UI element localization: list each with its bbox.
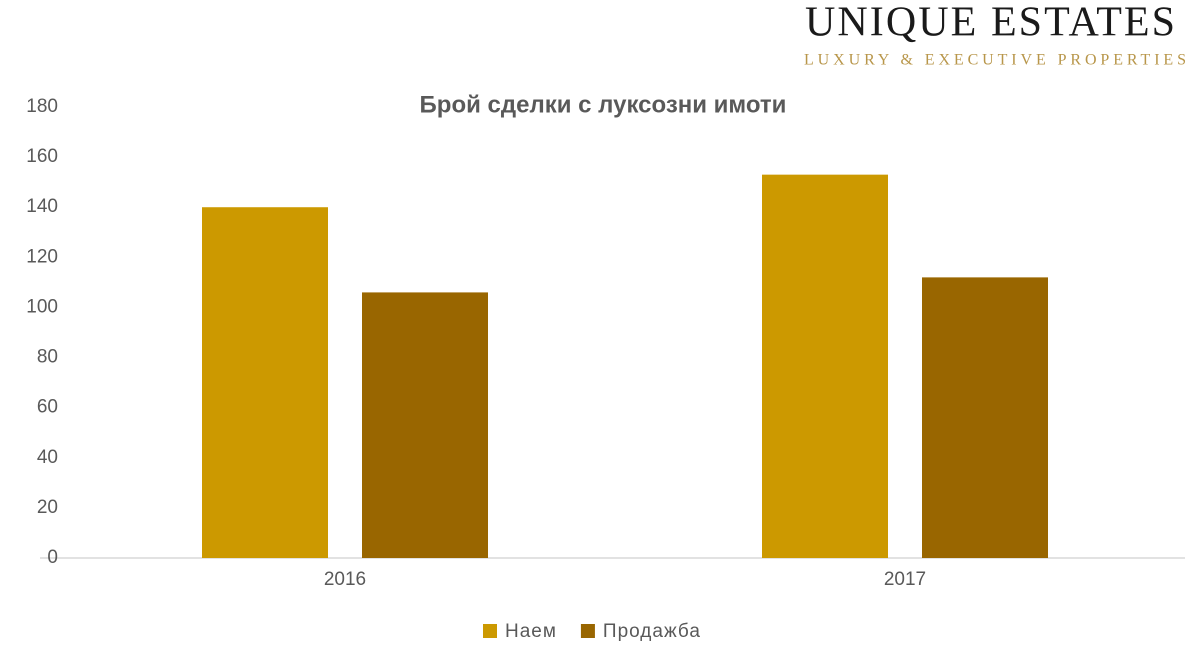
bar — [362, 292, 488, 558]
y-tick-label: 100 — [26, 296, 58, 317]
chart-title: Брой сделки с луксозни имоти — [420, 91, 787, 118]
y-tick-label: 140 — [26, 196, 58, 217]
y-tick-label: 40 — [37, 447, 58, 468]
logo-name: UNIQUE ESTATES — [805, 0, 1175, 46]
y-tick-label: 0 — [47, 547, 58, 568]
y-tick-label: 20 — [37, 497, 58, 518]
legend-swatch — [483, 624, 497, 638]
y-tick-label: 160 — [26, 146, 58, 167]
x-tick-label: 2016 — [324, 569, 366, 590]
legend-label: Продажба — [603, 621, 701, 642]
y-tick-label: 120 — [26, 246, 58, 267]
x-tick-label: 2017 — [884, 569, 926, 590]
y-tick-label: 60 — [37, 397, 58, 418]
bar — [762, 174, 888, 558]
legend-label: Наем — [505, 621, 557, 642]
y-tick-label: 80 — [37, 347, 58, 368]
logo-tagline: LUXURY & EXECUTIVE PROPERTIES — [804, 52, 1188, 69]
legend-swatch — [580, 624, 595, 638]
bar — [922, 277, 1048, 558]
bar — [202, 207, 328, 558]
y-tick-label: 180 — [26, 96, 58, 117]
